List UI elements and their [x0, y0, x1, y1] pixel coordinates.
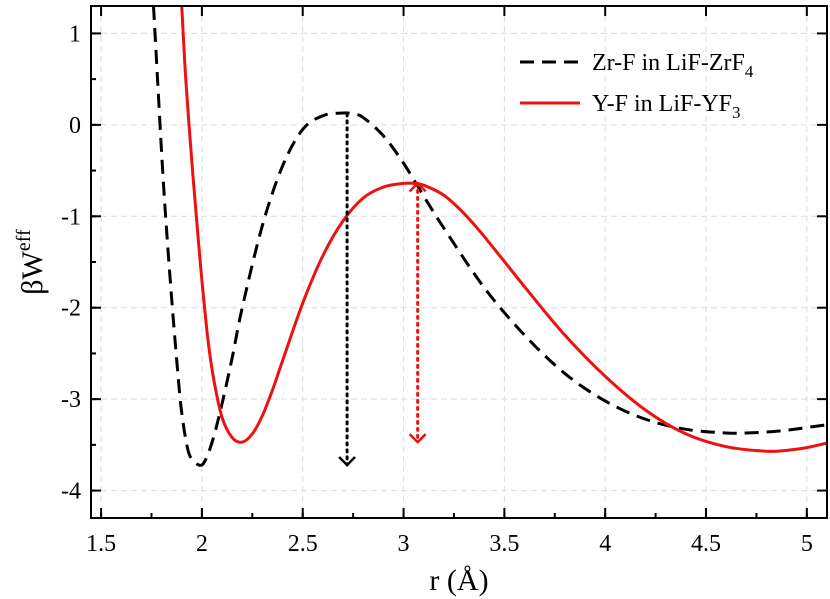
legend-label-zr-main: Zr-F in LiF-ZrF	[592, 50, 745, 76]
series-line-zr-f	[152, 6, 827, 467]
y-tick-label: -1	[61, 204, 81, 230]
x-tick-label: 5	[801, 531, 813, 557]
legend-label-y: Y-F in LiF-YF3	[592, 91, 741, 122]
legend-label-zr: Zr-F in LiF-ZrF4	[592, 50, 754, 81]
legend-label-y-main: Y-F in LiF-YF	[592, 91, 732, 117]
y-tick-label: -4	[61, 479, 81, 505]
legend: Zr-F in LiF-ZrF4 Y-F in LiF-YF3	[520, 50, 754, 122]
y-tick-label: -2	[61, 296, 81, 322]
y-barrier-arrow-head-down	[408, 433, 427, 444]
x-axis-label: r (Å)	[429, 564, 488, 597]
legend-label-y-sub: 3	[732, 103, 741, 122]
x-tick-label: 2	[196, 531, 208, 557]
x-tick-label: 4.5	[691, 531, 721, 557]
y-axis-label-sup: eff	[13, 229, 35, 251]
x-tick-label: 4	[599, 531, 611, 557]
x-tick-label: 3.5	[489, 531, 519, 557]
zr-barrier-arrow-head-down	[338, 456, 356, 467]
tick-layer	[91, 6, 827, 518]
x-tick-labels: 1.5 2 2.5 3 3.5 4 4.5 5	[86, 531, 813, 557]
y-tick-label: -3	[61, 387, 81, 413]
y-tick-labels: -4 -3 -2 -1 0 1	[61, 21, 81, 504]
x-tick-label: 3	[398, 531, 410, 557]
y-tick-label: 0	[69, 113, 81, 139]
x-tick-label: 1.5	[86, 531, 116, 557]
series-line-y-f	[180, 6, 827, 453]
series-layer	[152, 6, 827, 467]
y-axis-label: βWeff	[13, 229, 49, 295]
y-barrier-arrow-head-up	[408, 181, 427, 193]
y-tick-label: 1	[69, 21, 81, 47]
annotation-layer	[338, 112, 427, 467]
legend-label-zr-sub: 4	[745, 62, 754, 81]
x-tick-label: 2.5	[288, 531, 318, 557]
y-axis-label-main: βW	[16, 250, 49, 294]
